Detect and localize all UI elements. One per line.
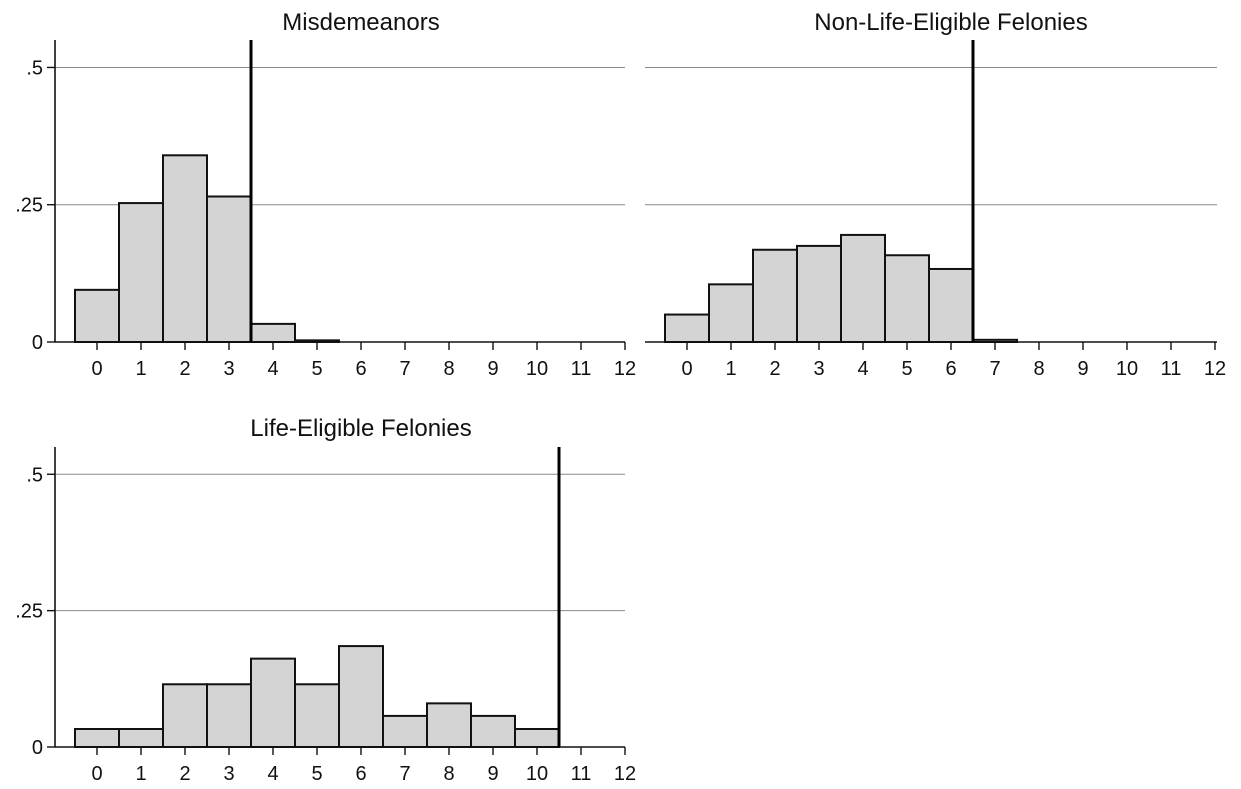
x-tick-label: 1 [725, 358, 736, 380]
x-tick-label: 1 [135, 763, 146, 785]
x-tick-label: 8 [1033, 358, 1044, 380]
x-tick-label: 5 [311, 358, 322, 380]
panel-title: Non-Life-Eligible Felonies [814, 9, 1087, 36]
bar [74, 728, 120, 748]
x-tick-label: 6 [945, 358, 956, 380]
bar [118, 728, 164, 748]
x-tick-label: 9 [1077, 358, 1088, 380]
x-tick-label: 4 [857, 358, 868, 380]
bar [664, 313, 710, 343]
x-tick-label: 12 [614, 763, 636, 785]
x-tick-label: 3 [223, 763, 234, 785]
x-tick-label: 3 [813, 358, 824, 380]
x-tick-label: 8 [443, 763, 454, 785]
x-tick-label: 0 [91, 763, 102, 785]
x-tick-label: 1 [135, 358, 146, 380]
x-tick-label: 9 [487, 763, 498, 785]
y-tick-label: .25 [15, 195, 43, 217]
x-tick-label: 7 [399, 358, 410, 380]
x-tick-label: 10 [1116, 358, 1138, 380]
x-tick-label: 2 [769, 358, 780, 380]
x-tick-label: 7 [989, 358, 1000, 380]
bar [752, 248, 798, 344]
bar [250, 657, 296, 748]
x-tick-label: 10 [526, 358, 548, 380]
y-tick-label: .5 [26, 57, 43, 79]
bar [206, 195, 252, 343]
bar [294, 683, 340, 748]
bar [338, 645, 384, 748]
x-tick-label: 11 [571, 763, 592, 785]
x-tick-label: 2 [179, 763, 190, 785]
bar [796, 244, 842, 343]
x-tick-label: 6 [355, 763, 366, 785]
bar [426, 702, 472, 749]
x-tick-label: 3 [223, 358, 234, 380]
x-tick-label: 4 [267, 763, 278, 785]
y-tick-label: 0 [32, 737, 43, 759]
panel-title: Misdemeanors [282, 9, 439, 36]
y-tick-label: .5 [26, 464, 43, 486]
bar [884, 254, 930, 343]
bar [162, 683, 208, 748]
bar [250, 322, 296, 344]
bar [514, 728, 560, 748]
bar [708, 283, 754, 344]
x-tick-label: 0 [681, 358, 692, 380]
x-tick-label: 8 [443, 358, 454, 380]
bar [206, 683, 252, 748]
bar [162, 154, 208, 343]
x-tick-label: 12 [1204, 358, 1226, 380]
x-tick-label: 4 [267, 358, 278, 380]
panel-title: Life-Eligible Felonies [250, 415, 471, 442]
x-tick-label: 7 [399, 763, 410, 785]
x-tick-label: 0 [91, 358, 102, 380]
x-tick-label: 11 [1161, 358, 1182, 380]
x-tick-label: 9 [487, 358, 498, 380]
y-tick-label: .25 [15, 601, 43, 623]
bar [118, 202, 164, 343]
bar [382, 714, 428, 749]
bar [928, 267, 974, 344]
bar [74, 288, 120, 343]
y-tick-label: 0 [32, 332, 43, 354]
x-tick-label: 12 [614, 358, 636, 380]
x-tick-label: 11 [571, 358, 592, 380]
x-tick-label: 6 [355, 358, 366, 380]
x-tick-label: 2 [179, 358, 190, 380]
bar [470, 714, 516, 749]
x-tick-label: 10 [526, 763, 548, 785]
x-tick-label: 5 [311, 763, 322, 785]
x-tick-label: 5 [901, 358, 912, 380]
bar [840, 233, 886, 343]
